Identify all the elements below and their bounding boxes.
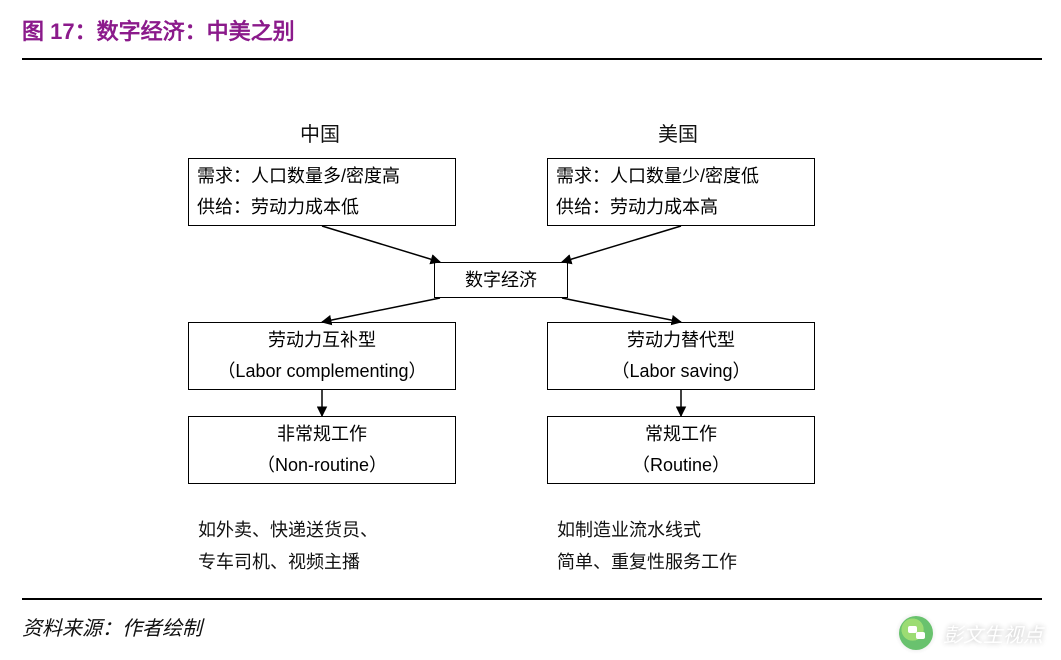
watermark: 彭文生视点 <box>899 616 1043 650</box>
box-china-job: 非常规工作 （Non-routine） <box>188 416 456 484</box>
text: （Labor saving） <box>611 356 750 387</box>
header-us: 美国 <box>658 118 698 147</box>
text: 需求：人口数量多/密度高 <box>197 161 400 192</box>
figure-source: 资料来源：作者绘制 <box>22 612 202 641</box>
rule-bottom <box>22 598 1042 600</box>
box-center: 数字经济 <box>434 262 568 298</box>
text: 需求：人口数量少/密度低 <box>556 161 759 192</box>
text: 数字经济 <box>465 265 537 296</box>
text: （Non-routine） <box>257 450 387 481</box>
text: 常规工作 <box>645 419 717 450</box>
figure-page: 图 17：数字经济：中美之别 中国 美国 需求：人口数量多/密度高 供给：劳动力… <box>0 0 1061 660</box>
text: 供给：劳动力成本高 <box>556 192 718 223</box>
box-us-type: 劳动力替代型 （Labor saving） <box>547 322 815 390</box>
text: 如外卖、快递送货员、 <box>198 514 378 546</box>
header-china: 中国 <box>300 118 340 147</box>
watermark-text: 彭文生视点 <box>943 619 1043 648</box>
arrows-layer <box>0 0 1061 660</box>
box-china-type: 劳动力互补型 （Labor complementing） <box>188 322 456 390</box>
box-us-job: 常规工作 （Routine） <box>547 416 815 484</box>
flowchart: 中国 美国 需求：人口数量多/密度高 供给：劳动力成本低 需求：人口数量少/密度… <box>0 0 1061 660</box>
text: 劳动力替代型 <box>627 325 735 356</box>
text: 简单、重复性服务工作 <box>557 546 737 578</box>
text: 如制造业流水线式 <box>557 514 737 546</box>
text: 非常规工作 <box>277 419 367 450</box>
wechat-icon <box>899 616 933 650</box>
caption-left: 如外卖、快递送货员、 专车司机、视频主播 <box>198 514 378 579</box>
text: 供给：劳动力成本低 <box>197 192 359 223</box>
caption-right: 如制造业流水线式 简单、重复性服务工作 <box>557 514 737 579</box>
text: （Routine） <box>632 450 730 481</box>
box-us-top: 需求：人口数量少/密度低 供给：劳动力成本高 <box>547 158 815 226</box>
box-china-top: 需求：人口数量多/密度高 供给：劳动力成本低 <box>188 158 456 226</box>
text: 专车司机、视频主播 <box>198 546 378 578</box>
text: 劳动力互补型 <box>268 325 376 356</box>
text: （Labor complementing） <box>217 356 426 387</box>
